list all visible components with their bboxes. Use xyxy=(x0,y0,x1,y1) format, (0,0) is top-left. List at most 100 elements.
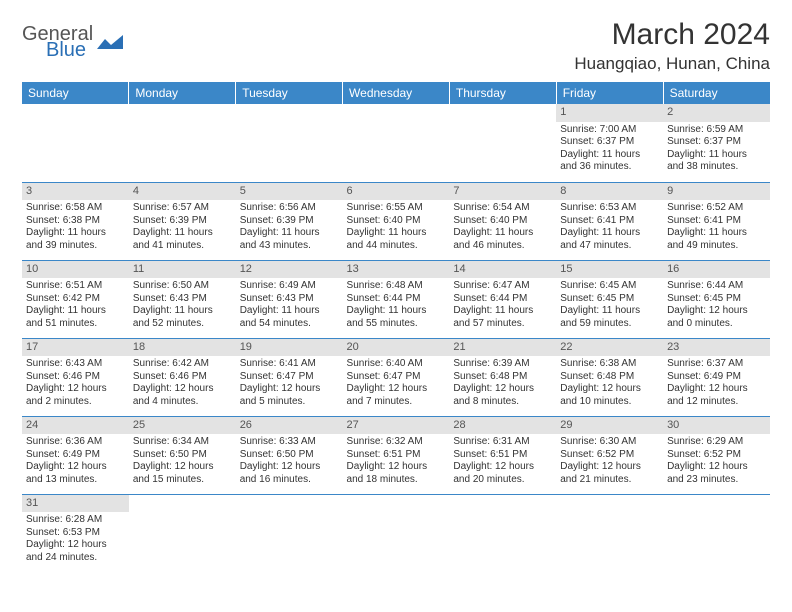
day-details: Sunrise: 6:28 AMSunset: 6:53 PMDaylight:… xyxy=(22,512,129,568)
page-title: March 2024 xyxy=(574,18,770,52)
weekday-header: Friday xyxy=(556,82,663,104)
day-details: Sunrise: 6:51 AMSunset: 6:42 PMDaylight:… xyxy=(22,278,129,334)
day-number: 25 xyxy=(129,417,236,435)
day-number: 24 xyxy=(22,417,129,435)
calendar-cell: 24Sunrise: 6:36 AMSunset: 6:49 PMDayligh… xyxy=(22,416,129,494)
day-details: Sunrise: 6:37 AMSunset: 6:49 PMDaylight:… xyxy=(663,356,770,412)
calendar-body: 1Sunrise: 7:00 AMSunset: 6:37 PMDaylight… xyxy=(22,104,770,572)
calendar-cell-empty xyxy=(236,104,343,182)
calendar-cell: 23Sunrise: 6:37 AMSunset: 6:49 PMDayligh… xyxy=(663,338,770,416)
calendar-cell: 25Sunrise: 6:34 AMSunset: 6:50 PMDayligh… xyxy=(129,416,236,494)
location: Huangqiao, Hunan, China xyxy=(574,54,770,74)
day-number: 18 xyxy=(129,339,236,357)
calendar-cell: 20Sunrise: 6:40 AMSunset: 6:47 PMDayligh… xyxy=(343,338,450,416)
calendar-cell: 10Sunrise: 6:51 AMSunset: 6:42 PMDayligh… xyxy=(22,260,129,338)
calendar-row: 24Sunrise: 6:36 AMSunset: 6:49 PMDayligh… xyxy=(22,416,770,494)
day-details: Sunrise: 6:42 AMSunset: 6:46 PMDaylight:… xyxy=(129,356,236,412)
day-number: 16 xyxy=(663,261,770,279)
day-details: Sunrise: 6:59 AMSunset: 6:37 PMDaylight:… xyxy=(663,122,770,178)
day-number: 26 xyxy=(236,417,343,435)
calendar-cell-empty xyxy=(236,494,343,572)
day-details: Sunrise: 6:44 AMSunset: 6:45 PMDaylight:… xyxy=(663,278,770,334)
calendar-cell: 1Sunrise: 7:00 AMSunset: 6:37 PMDaylight… xyxy=(556,104,663,182)
day-number: 4 xyxy=(129,183,236,201)
day-number: 13 xyxy=(343,261,450,279)
calendar-cell: 26Sunrise: 6:33 AMSunset: 6:50 PMDayligh… xyxy=(236,416,343,494)
day-number: 12 xyxy=(236,261,343,279)
calendar-row: 17Sunrise: 6:43 AMSunset: 6:46 PMDayligh… xyxy=(22,338,770,416)
day-number: 27 xyxy=(343,417,450,435)
day-number: 31 xyxy=(22,495,129,513)
calendar-cell: 2Sunrise: 6:59 AMSunset: 6:37 PMDaylight… xyxy=(663,104,770,182)
day-number: 20 xyxy=(343,339,450,357)
calendar-cell: 6Sunrise: 6:55 AMSunset: 6:40 PMDaylight… xyxy=(343,182,450,260)
calendar-row: 1Sunrise: 7:00 AMSunset: 6:37 PMDaylight… xyxy=(22,104,770,182)
day-details: Sunrise: 6:55 AMSunset: 6:40 PMDaylight:… xyxy=(343,200,450,256)
calendar-cell: 12Sunrise: 6:49 AMSunset: 6:43 PMDayligh… xyxy=(236,260,343,338)
calendar-row: 10Sunrise: 6:51 AMSunset: 6:42 PMDayligh… xyxy=(22,260,770,338)
day-details: Sunrise: 6:58 AMSunset: 6:38 PMDaylight:… xyxy=(22,200,129,256)
calendar-cell-empty xyxy=(343,494,450,572)
day-number: 21 xyxy=(449,339,556,357)
title-block: March 2024 Huangqiao, Hunan, China xyxy=(574,18,770,74)
calendar-weekday-header: SundayMondayTuesdayWednesdayThursdayFrid… xyxy=(22,82,770,104)
day-details: Sunrise: 6:32 AMSunset: 6:51 PMDaylight:… xyxy=(343,434,450,490)
calendar-cell: 29Sunrise: 6:30 AMSunset: 6:52 PMDayligh… xyxy=(556,416,663,494)
day-details: Sunrise: 6:39 AMSunset: 6:48 PMDaylight:… xyxy=(449,356,556,412)
day-details: Sunrise: 6:40 AMSunset: 6:47 PMDaylight:… xyxy=(343,356,450,412)
calendar-cell: 28Sunrise: 6:31 AMSunset: 6:51 PMDayligh… xyxy=(449,416,556,494)
brand-logo: General Blue xyxy=(22,24,123,60)
day-number: 5 xyxy=(236,183,343,201)
day-details: Sunrise: 6:30 AMSunset: 6:52 PMDaylight:… xyxy=(556,434,663,490)
calendar-cell: 15Sunrise: 6:45 AMSunset: 6:45 PMDayligh… xyxy=(556,260,663,338)
day-number: 3 xyxy=(22,183,129,201)
calendar-cell-empty xyxy=(449,494,556,572)
day-number: 22 xyxy=(556,339,663,357)
weekday-header: Wednesday xyxy=(343,82,450,104)
day-details: Sunrise: 6:36 AMSunset: 6:49 PMDaylight:… xyxy=(22,434,129,490)
day-details: Sunrise: 6:34 AMSunset: 6:50 PMDaylight:… xyxy=(129,434,236,490)
day-details: Sunrise: 6:38 AMSunset: 6:48 PMDaylight:… xyxy=(556,356,663,412)
calendar-cell: 9Sunrise: 6:52 AMSunset: 6:41 PMDaylight… xyxy=(663,182,770,260)
calendar-cell-empty xyxy=(449,104,556,182)
calendar-cell: 27Sunrise: 6:32 AMSunset: 6:51 PMDayligh… xyxy=(343,416,450,494)
brand-text: General Blue xyxy=(22,24,93,60)
weekday-header: Thursday xyxy=(449,82,556,104)
day-details: Sunrise: 7:00 AMSunset: 6:37 PMDaylight:… xyxy=(556,122,663,178)
day-number: 1 xyxy=(556,104,663,122)
day-details: Sunrise: 6:50 AMSunset: 6:43 PMDaylight:… xyxy=(129,278,236,334)
day-number: 2 xyxy=(663,104,770,122)
calendar-row: 3Sunrise: 6:58 AMSunset: 6:38 PMDaylight… xyxy=(22,182,770,260)
calendar-row: 31Sunrise: 6:28 AMSunset: 6:53 PMDayligh… xyxy=(22,494,770,572)
day-number: 6 xyxy=(343,183,450,201)
day-number: 14 xyxy=(449,261,556,279)
flag-icon xyxy=(97,35,123,51)
day-details: Sunrise: 6:54 AMSunset: 6:40 PMDaylight:… xyxy=(449,200,556,256)
day-number: 19 xyxy=(236,339,343,357)
day-details: Sunrise: 6:53 AMSunset: 6:41 PMDaylight:… xyxy=(556,200,663,256)
calendar-cell: 4Sunrise: 6:57 AMSunset: 6:39 PMDaylight… xyxy=(129,182,236,260)
day-number: 8 xyxy=(556,183,663,201)
day-details: Sunrise: 6:56 AMSunset: 6:39 PMDaylight:… xyxy=(236,200,343,256)
calendar-cell: 17Sunrise: 6:43 AMSunset: 6:46 PMDayligh… xyxy=(22,338,129,416)
day-details: Sunrise: 6:45 AMSunset: 6:45 PMDaylight:… xyxy=(556,278,663,334)
calendar-cell: 19Sunrise: 6:41 AMSunset: 6:47 PMDayligh… xyxy=(236,338,343,416)
day-details: Sunrise: 6:52 AMSunset: 6:41 PMDaylight:… xyxy=(663,200,770,256)
day-number: 23 xyxy=(663,339,770,357)
header: General Blue March 2024 Huangqiao, Hunan… xyxy=(22,18,770,74)
day-details: Sunrise: 6:29 AMSunset: 6:52 PMDaylight:… xyxy=(663,434,770,490)
calendar-cell-empty xyxy=(129,104,236,182)
calendar-cell: 3Sunrise: 6:58 AMSunset: 6:38 PMDaylight… xyxy=(22,182,129,260)
calendar-cell: 7Sunrise: 6:54 AMSunset: 6:40 PMDaylight… xyxy=(449,182,556,260)
day-number: 29 xyxy=(556,417,663,435)
calendar-cell-empty xyxy=(22,104,129,182)
calendar-cell: 11Sunrise: 6:50 AMSunset: 6:43 PMDayligh… xyxy=(129,260,236,338)
brand-word2: Blue xyxy=(46,40,93,60)
day-details: Sunrise: 6:47 AMSunset: 6:44 PMDaylight:… xyxy=(449,278,556,334)
calendar-cell: 13Sunrise: 6:48 AMSunset: 6:44 PMDayligh… xyxy=(343,260,450,338)
day-details: Sunrise: 6:43 AMSunset: 6:46 PMDaylight:… xyxy=(22,356,129,412)
calendar-cell-empty xyxy=(343,104,450,182)
day-number: 17 xyxy=(22,339,129,357)
calendar-cell-empty xyxy=(129,494,236,572)
calendar-cell: 8Sunrise: 6:53 AMSunset: 6:41 PMDaylight… xyxy=(556,182,663,260)
